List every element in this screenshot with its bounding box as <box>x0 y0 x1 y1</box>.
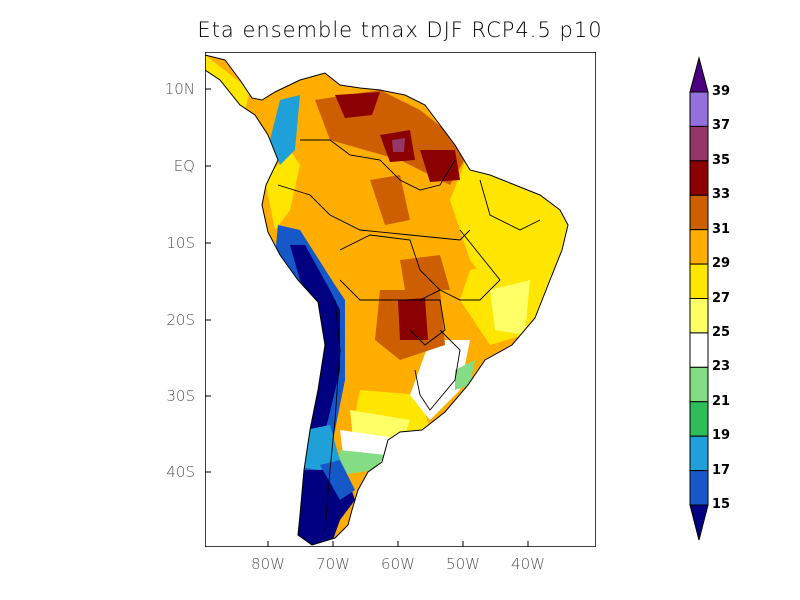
colorbar-box <box>689 229 709 265</box>
colorbar-label: 19 <box>712 428 731 444</box>
field-31-33-pantanal <box>400 255 450 290</box>
field-23-25-southeast <box>410 340 470 420</box>
colorbar-box <box>689 194 709 231</box>
colorbar-box <box>689 125 709 162</box>
colorbar-label: 25 <box>712 324 731 340</box>
field-25-27-east <box>490 280 530 335</box>
colorbar-box <box>689 160 709 196</box>
colorbar-box <box>689 366 709 403</box>
lon-label-60w: 60W <box>381 555 415 573</box>
colorbar-label: 17 <box>712 462 731 478</box>
lat-label-40s: 40S <box>166 463 195 481</box>
map-area <box>205 52 596 547</box>
border-north <box>300 139 456 191</box>
border-chile-argentina <box>324 299 341 531</box>
colorbar-box <box>689 298 709 334</box>
border-brazil-northeast <box>479 179 541 231</box>
colorbar-label: 39 <box>712 84 731 99</box>
field-33-35-chaco <box>398 298 428 340</box>
lon-label-40w: 40W <box>511 555 545 573</box>
colorbar-over-triangle <box>689 56 709 93</box>
border-paraguay <box>390 299 446 346</box>
lat-label-10n: 10N <box>164 80 195 98</box>
colorbar-box <box>689 401 709 437</box>
lon-label-50w: 50W <box>446 555 480 573</box>
field-33-35-para <box>420 150 460 182</box>
colorbar-label: 15 <box>712 497 731 512</box>
colorbar-box <box>689 263 709 300</box>
field-17-19-colombia-andes <box>270 95 300 165</box>
colorbar-box <box>689 470 709 506</box>
lat-label-10s: 10S <box>166 234 195 252</box>
lat-label-30s: 30S <box>166 387 195 405</box>
colorbar-label: 29 <box>712 256 731 272</box>
lon-label-80w: 80W <box>251 555 285 573</box>
field-31-33-amazon <box>370 175 410 225</box>
colorbar-label: 23 <box>712 359 731 375</box>
lon-label-70w: 70W <box>316 555 350 573</box>
colorbar-label: 31 <box>712 221 731 237</box>
field-35-37 <box>392 138 405 152</box>
colorbar-label: 37 <box>712 118 731 134</box>
figure-title: Eta ensemble tmax DJF RCP4.5 p10 <box>197 18 603 42</box>
lat-label-20s: 20S <box>166 311 195 329</box>
colorbar <box>689 56 709 541</box>
colorbar-box <box>689 435 709 472</box>
border-peru-brazil <box>277 184 471 241</box>
border-uruguay <box>414 329 461 411</box>
field-27-29-central-america <box>205 55 250 110</box>
country-borders <box>277 139 541 531</box>
lat-label-eq: EQ <box>173 157 195 175</box>
colorbar-label: 35 <box>712 152 731 168</box>
field-33-35-venezuela <box>335 92 380 118</box>
field-15-17-patagonia <box>320 460 355 500</box>
colorbar-label: 33 <box>712 187 731 203</box>
colorbar-under-triangle <box>689 504 709 541</box>
colorbar-box <box>689 91 709 127</box>
colorbar-label: 27 <box>712 290 731 306</box>
axis-ticks <box>205 88 529 547</box>
colorbar-box <box>689 332 709 368</box>
colorbar-label: 21 <box>712 393 731 409</box>
border-brazil-states <box>439 229 501 301</box>
